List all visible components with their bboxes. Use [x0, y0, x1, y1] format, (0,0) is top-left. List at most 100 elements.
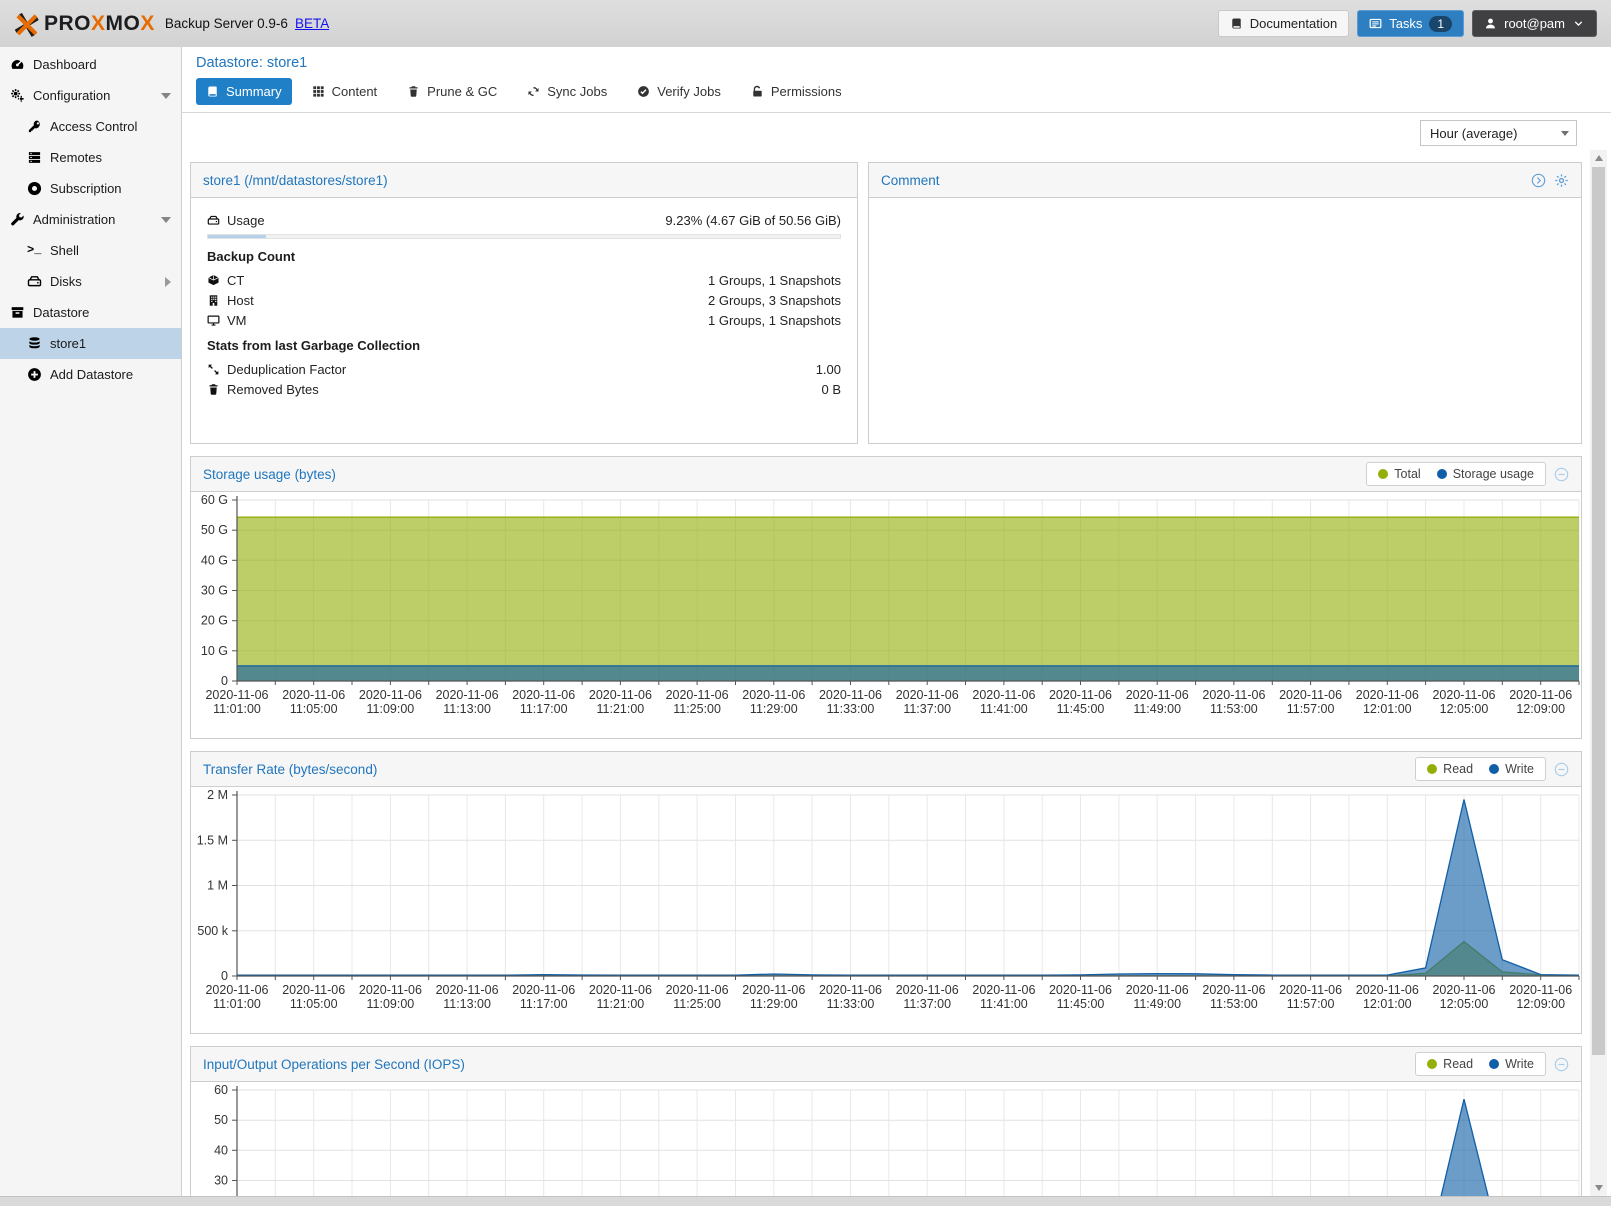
tab-content[interactable]: Content	[302, 78, 388, 105]
sidebar-item-administration[interactable]: Administration	[0, 204, 181, 235]
usage-row: Usage 9.23% (4.67 GiB of 50.56 GiB)	[207, 210, 841, 230]
legend-item-write[interactable]: Write	[1489, 1057, 1534, 1071]
tab-verify-jobs[interactable]: Verify Jobs	[627, 78, 731, 105]
archive-box-icon	[11, 307, 24, 318]
svg-text:30: 30	[214, 1174, 228, 1188]
summary-toolbar: Hour (average)	[182, 114, 1611, 150]
scroll-down-arrow[interactable]	[1590, 1180, 1607, 1196]
svg-text:11:05:00: 11:05:00	[290, 997, 338, 1011]
legend-item-write[interactable]: Write	[1489, 762, 1534, 776]
svg-text:10 G: 10 G	[201, 644, 228, 658]
sidebar-item-dashboard[interactable]: Dashboard	[0, 49, 181, 80]
combo-trigger-icon[interactable]	[1554, 121, 1576, 145]
gear-icon[interactable]	[1554, 173, 1569, 188]
comment-panel: Comment	[868, 162, 1582, 444]
scrollbar-thumb[interactable]	[1592, 167, 1605, 1055]
svg-text:12:05:00: 12:05:00	[1440, 702, 1489, 716]
row-label: Deduplication Factor	[227, 361, 347, 377]
proxmox-logo: PROXMOX	[14, 11, 155, 37]
chart-legend[interactable]: Read Write	[1415, 1052, 1546, 1076]
beta-link[interactable]: BETA	[294, 16, 330, 31]
svg-text:2020-11-06: 2020-11-06	[1432, 983, 1495, 997]
svg-text:11:09:00: 11:09:00	[367, 997, 415, 1011]
collapse-caret-icon[interactable]	[161, 92, 171, 99]
svg-text:2020-11-06: 2020-11-06	[666, 983, 729, 997]
legend-dot-icon	[1436, 469, 1447, 479]
legend-dot-icon	[1427, 1059, 1438, 1069]
legend-item-storage-usage[interactable]: Storage usage	[1436, 467, 1534, 481]
sidebar-item-disks[interactable]: Disks	[0, 266, 181, 297]
svg-text:11:37:00: 11:37:00	[903, 702, 951, 716]
collapse-minus-icon[interactable]	[1554, 467, 1569, 482]
chart-legend[interactable]: Total Storage usage	[1366, 462, 1546, 486]
svg-text:60 G: 60 G	[201, 493, 228, 507]
expand-caret-icon[interactable]	[165, 276, 171, 287]
vertical-scrollbar[interactable]	[1590, 150, 1607, 1196]
sidebar-item-shell[interactable]: >_ Shell	[0, 235, 181, 266]
svg-text:12:05:00: 12:05:00	[1440, 997, 1489, 1011]
svg-text:11:25:00: 11:25:00	[673, 702, 721, 716]
svg-text:11:45:00: 11:45:00	[1057, 702, 1105, 716]
page-title: Datastore: store1	[196, 55, 308, 71]
app-version-text: Backup Server 0.9-6	[164, 16, 288, 31]
svg-text:11:01:00: 11:01:00	[213, 997, 261, 1011]
expand-circle-icon[interactable]	[1531, 173, 1546, 188]
sidebar-item-configuration[interactable]: Configuration	[0, 80, 181, 111]
sidebar-item-datastore[interactable]: Datastore	[0, 297, 181, 328]
chart-legend[interactable]: Read Write	[1415, 757, 1546, 781]
monitor-icon	[207, 315, 220, 326]
collapse-minus-icon[interactable]	[1554, 762, 1569, 777]
tab-prune-gc[interactable]: Prune & GC	[397, 78, 507, 105]
timeframe-select[interactable]: Hour (average)	[1420, 120, 1577, 146]
legend-item-total[interactable]: Total	[1378, 467, 1421, 481]
svg-text:2020-11-06: 2020-11-06	[359, 983, 422, 997]
scroll-up-arrow[interactable]	[1590, 150, 1607, 166]
svg-text:2020-11-06: 2020-11-06	[282, 688, 345, 702]
svg-text:2020-11-06: 2020-11-06	[742, 983, 805, 997]
legend-item-read[interactable]: Read	[1427, 762, 1473, 776]
plus-circle-icon	[28, 368, 41, 381]
tasks-count-badge: 1	[1429, 15, 1453, 32]
svg-text:60: 60	[214, 1083, 228, 1097]
sidebar-item-subscription[interactable]: Subscription	[0, 173, 181, 204]
svg-text:2020-11-06: 2020-11-06	[972, 983, 1035, 997]
collapse-caret-icon[interactable]	[161, 216, 171, 223]
svg-text:11:57:00: 11:57:00	[1287, 702, 1335, 716]
svg-text:2020-11-06: 2020-11-06	[512, 983, 575, 997]
panel-title: Comment	[881, 172, 940, 188]
sidebar-item-add-datastore[interactable]: Add Datastore	[0, 359, 181, 390]
task-list-icon	[1369, 18, 1382, 29]
tab-sync-jobs[interactable]: Sync Jobs	[517, 78, 617, 105]
legend-item-read[interactable]: Read	[1427, 1057, 1473, 1071]
transfer-rate-panel: Transfer Rate (bytes/second) Read Write	[190, 751, 1582, 1034]
backup-row-vm: VM 1 Groups, 1 Snapshots	[207, 310, 841, 330]
documentation-button[interactable]: Documentation	[1217, 10, 1350, 37]
tasks-button[interactable]: Tasks 1	[1357, 10, 1465, 37]
collapse-minus-icon[interactable]	[1554, 1057, 1569, 1072]
sidebar-item-label: Dashboard	[33, 57, 97, 72]
sidebar-item-label: Shell	[50, 243, 79, 258]
svg-text:2020-11-06: 2020-11-06	[666, 688, 729, 702]
svg-text:2020-11-06: 2020-11-06	[1356, 688, 1419, 702]
svg-text:2 M: 2 M	[207, 788, 228, 802]
row-label: CT	[227, 272, 245, 288]
user-menu-button[interactable]: root@pam	[1472, 10, 1597, 37]
chevron-down-icon	[1574, 21, 1583, 27]
iops-panel: Input/Output Operations per Second (IOPS…	[190, 1046, 1582, 1196]
svg-text:30 G: 30 G	[201, 584, 228, 598]
sidebar-item-store1[interactable]: store1	[0, 328, 181, 359]
sidebar-item-access-control[interactable]: Access Control	[0, 111, 181, 142]
panel-title: Transfer Rate (bytes/second)	[203, 761, 378, 777]
sidebar-item-remotes[interactable]: Remotes	[0, 142, 181, 173]
svg-text:2020-11-06: 2020-11-06	[1126, 688, 1189, 702]
svg-text:2020-11-06: 2020-11-06	[1202, 688, 1265, 702]
sidebar-item-label: Add Datastore	[50, 367, 134, 382]
svg-text:50 G: 50 G	[201, 523, 228, 537]
tab-summary[interactable]: Summary	[196, 78, 292, 105]
tab-permissions[interactable]: Permissions	[741, 78, 852, 105]
svg-text:2020-11-06: 2020-11-06	[436, 983, 499, 997]
book-icon	[1232, 18, 1241, 29]
legend-dot-icon	[1427, 764, 1438, 774]
